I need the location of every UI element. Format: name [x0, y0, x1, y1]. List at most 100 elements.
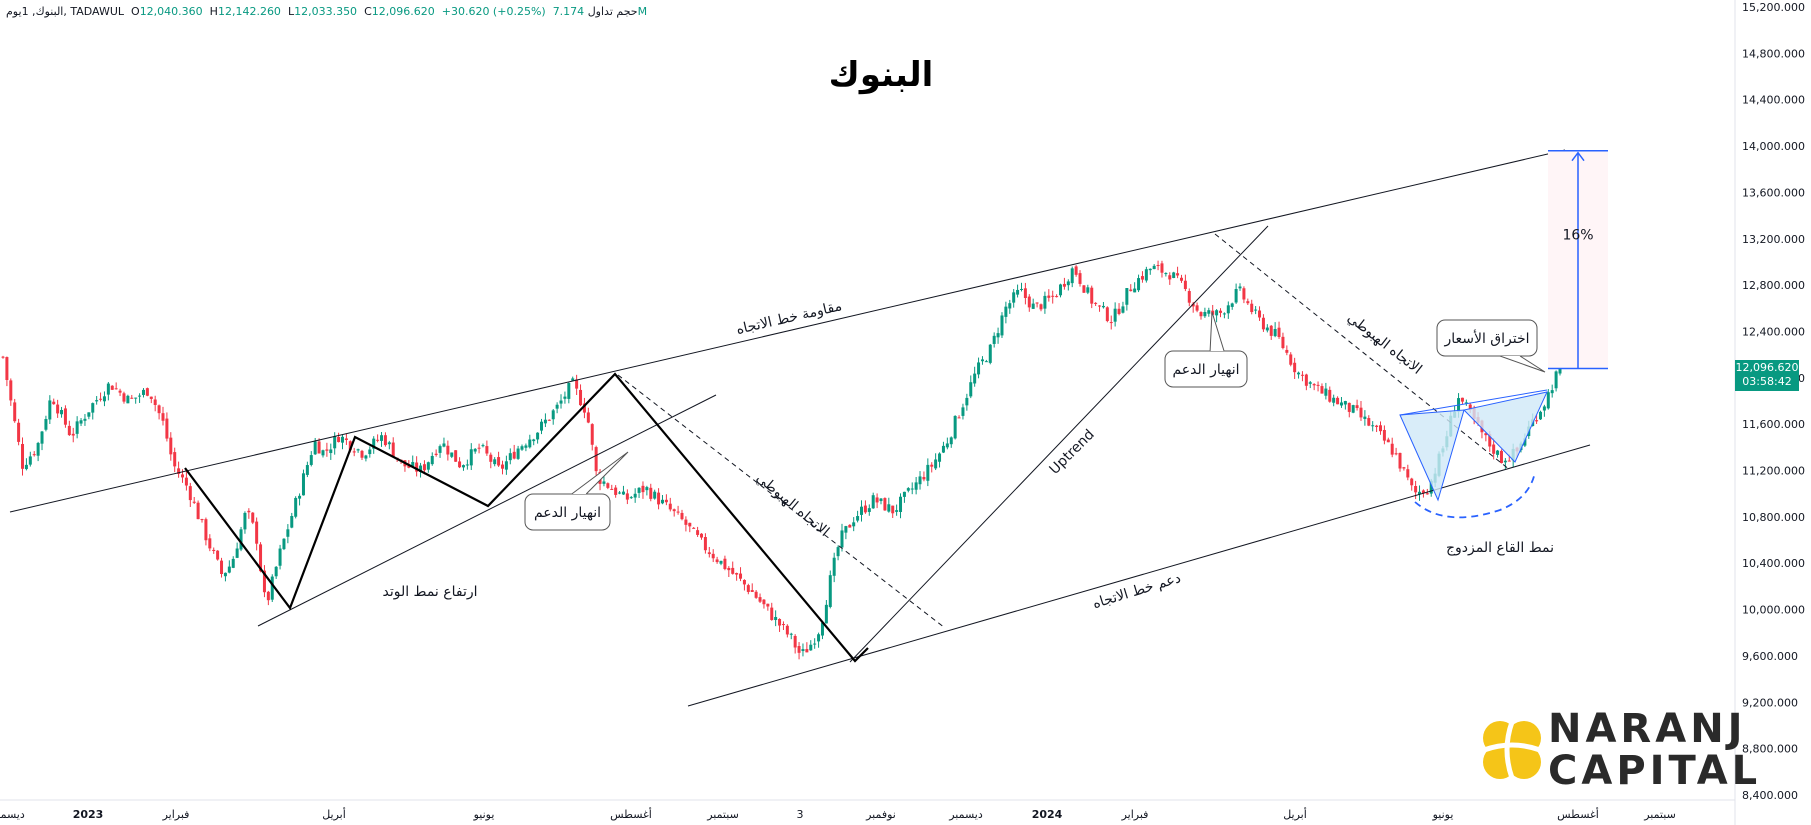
candle-body: [793, 635, 797, 648]
candle-body: [458, 461, 462, 468]
candle-body: [282, 538, 286, 550]
candle-body: [1499, 450, 1503, 464]
candle-body: [1406, 469, 1410, 478]
candle-body: [71, 433, 75, 436]
candle-body: [24, 464, 28, 470]
candle-body: [1538, 411, 1542, 420]
open-label: O: [131, 5, 140, 18]
candle-body: [1187, 291, 1191, 303]
uptrend-line: [849, 225, 1269, 663]
candle-body: [547, 419, 551, 421]
candle-body: [1129, 289, 1133, 292]
candle-body: [415, 462, 419, 472]
low-label: L: [287, 5, 295, 18]
price-tick-label: 15,200.000: [1742, 1, 1805, 14]
candle-body: [126, 395, 130, 404]
candle-body: [887, 504, 891, 512]
candle-body: [840, 530, 844, 548]
interval[interactable]: 1يوم: [6, 5, 29, 18]
candle-body: [485, 446, 489, 454]
exchange: TADAWUL: [70, 5, 125, 18]
candle-body: [422, 464, 426, 471]
candle-body: [177, 468, 181, 474]
candle-body: [895, 510, 899, 512]
candle-body: [5, 357, 9, 380]
candle-body: [625, 493, 629, 500]
symbol-name[interactable]: البنوك: [35, 5, 64, 18]
candle-body: [1156, 265, 1160, 267]
candle-body: [368, 449, 372, 455]
candle-body: [692, 527, 696, 529]
candle-body: [902, 491, 906, 497]
time-tick-label: فبراير: [1121, 808, 1149, 821]
candle-body: [63, 408, 67, 425]
candle-body: [778, 618, 782, 626]
candle-body: [1055, 296, 1059, 298]
candle-body: [231, 558, 235, 568]
candle-body: [278, 548, 282, 566]
candle-body: [290, 516, 294, 528]
candle-body: [1070, 268, 1074, 284]
candle-body: [1320, 386, 1324, 394]
double-bottom-label: نمط القاع المزدوج: [1446, 540, 1554, 556]
candle-body: [1507, 460, 1511, 462]
candle-body: [1261, 317, 1265, 330]
candle-body: [122, 393, 126, 402]
candle-body: [145, 388, 149, 396]
wedge-zigzag: [184, 372, 869, 663]
candle-body: [918, 476, 922, 485]
candle-body: [1059, 284, 1063, 296]
candle-body: [520, 446, 524, 450]
candle-body: [660, 499, 664, 504]
candle-body: [742, 579, 746, 585]
double-bottom-left-triangle: [1399, 409, 1465, 502]
candle-body: [575, 379, 579, 389]
candle-body: [1137, 278, 1141, 291]
candle-body: [469, 449, 473, 466]
candle-body: [844, 526, 848, 533]
candle-body: [1219, 310, 1223, 313]
candle-body: [606, 483, 610, 488]
candle-body: [1207, 310, 1211, 314]
logo-mark-icon: [1483, 721, 1541, 779]
candle-body: [173, 452, 177, 467]
candle-body: [1, 356, 5, 358]
candle-body: [965, 397, 969, 406]
candle-body: [235, 548, 239, 558]
candle-body: [559, 400, 563, 404]
candle-body: [621, 491, 625, 495]
candle-body: [1008, 303, 1012, 309]
candle-body: [227, 566, 231, 573]
candle-body: [1222, 313, 1226, 315]
last-price: 12,096.620: [1735, 361, 1799, 374]
break1-callout-pointer: [571, 451, 629, 495]
candle-body: [313, 441, 317, 455]
candle-body: [83, 418, 87, 421]
candle-body: [208, 538, 212, 549]
candle-body: [1347, 402, 1351, 412]
symbol-info-bar: البنوك, 1يوم, TADAWUL O12,040.360 H12,14…: [6, 5, 648, 18]
candle-body: [1324, 388, 1328, 396]
candle-body: [56, 404, 60, 414]
candle-body: [848, 524, 852, 528]
candle-body: [259, 544, 263, 572]
candle-body: [1316, 384, 1320, 386]
candle-body: [383, 435, 387, 446]
candle-body: [1051, 295, 1055, 297]
candle-body: [508, 453, 512, 461]
close-label: C: [364, 5, 372, 18]
time-tick-label: أغسطس: [610, 807, 652, 821]
candle-body: [832, 557, 836, 576]
candle-body: [820, 622, 824, 636]
candle-body: [1308, 382, 1312, 384]
candle-body: [477, 447, 481, 449]
candle-body: [247, 510, 251, 513]
candle-body: [87, 412, 91, 417]
candle-body: [200, 519, 204, 521]
candle-body: [879, 498, 883, 502]
candle-body: [719, 560, 723, 564]
time-tick-label: 2023: [73, 808, 104, 821]
candle-body: [641, 485, 645, 493]
candle-body: [797, 646, 801, 653]
